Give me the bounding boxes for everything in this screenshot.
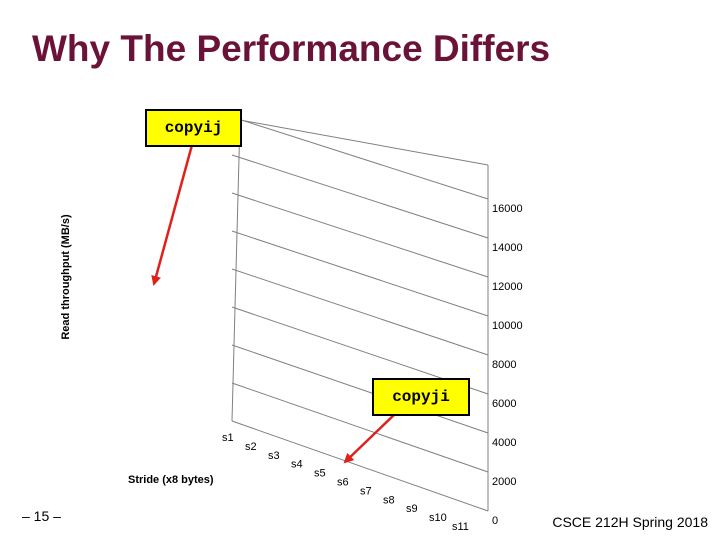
gridline: [231, 382, 489, 473]
copyij-callout: copyij: [145, 109, 242, 147]
copyji-callout: copyji: [372, 378, 470, 416]
stride-label: s3: [268, 450, 280, 462]
stride-label: s11: [452, 521, 469, 533]
gridline: [231, 268, 489, 356]
stride-label: s1: [222, 432, 234, 444]
copyij-arrow: [151, 144, 194, 286]
y-tick-label: 2000: [492, 476, 516, 488]
stride-label: s4: [291, 459, 303, 471]
gridline: [239, 119, 489, 166]
gridline: [231, 154, 489, 239]
y-tick-label: 6000: [492, 398, 516, 410]
stride-label: s9: [406, 503, 418, 515]
stride-label: s5: [314, 468, 326, 480]
stride-label: s2: [245, 441, 257, 453]
gridline: [231, 420, 489, 512]
y-tick-label: 12000: [492, 281, 523, 293]
wall-left-edge: [231, 119, 241, 422]
course-footer: CSCE 212H Spring 2018: [552, 514, 708, 530]
stride-label: s10: [429, 512, 447, 524]
x-axis-label: Stride (x8 bytes): [128, 474, 214, 486]
gridline: [231, 116, 489, 200]
gridline: [231, 192, 489, 278]
page-number: – 15 –: [22, 508, 61, 524]
y-tick-label: 8000: [492, 359, 516, 371]
y-tick-label: 0: [492, 515, 498, 527]
gridline: [231, 344, 489, 434]
slide-title: Why The Performance Differs: [32, 28, 551, 69]
y-axis-label: Read throughput (MB/s): [60, 214, 72, 340]
gridline: [231, 230, 489, 317]
stride-label: s7: [360, 485, 372, 497]
y-tick-label: 14000: [492, 242, 523, 254]
y-tick-label: 10000: [492, 320, 523, 332]
y-tick-label: 16000: [492, 203, 523, 215]
y-tick-label: 4000: [492, 437, 516, 449]
stride-label: s6: [337, 477, 349, 489]
copyji-arrow: [343, 412, 397, 464]
stride-label: s8: [383, 494, 395, 506]
